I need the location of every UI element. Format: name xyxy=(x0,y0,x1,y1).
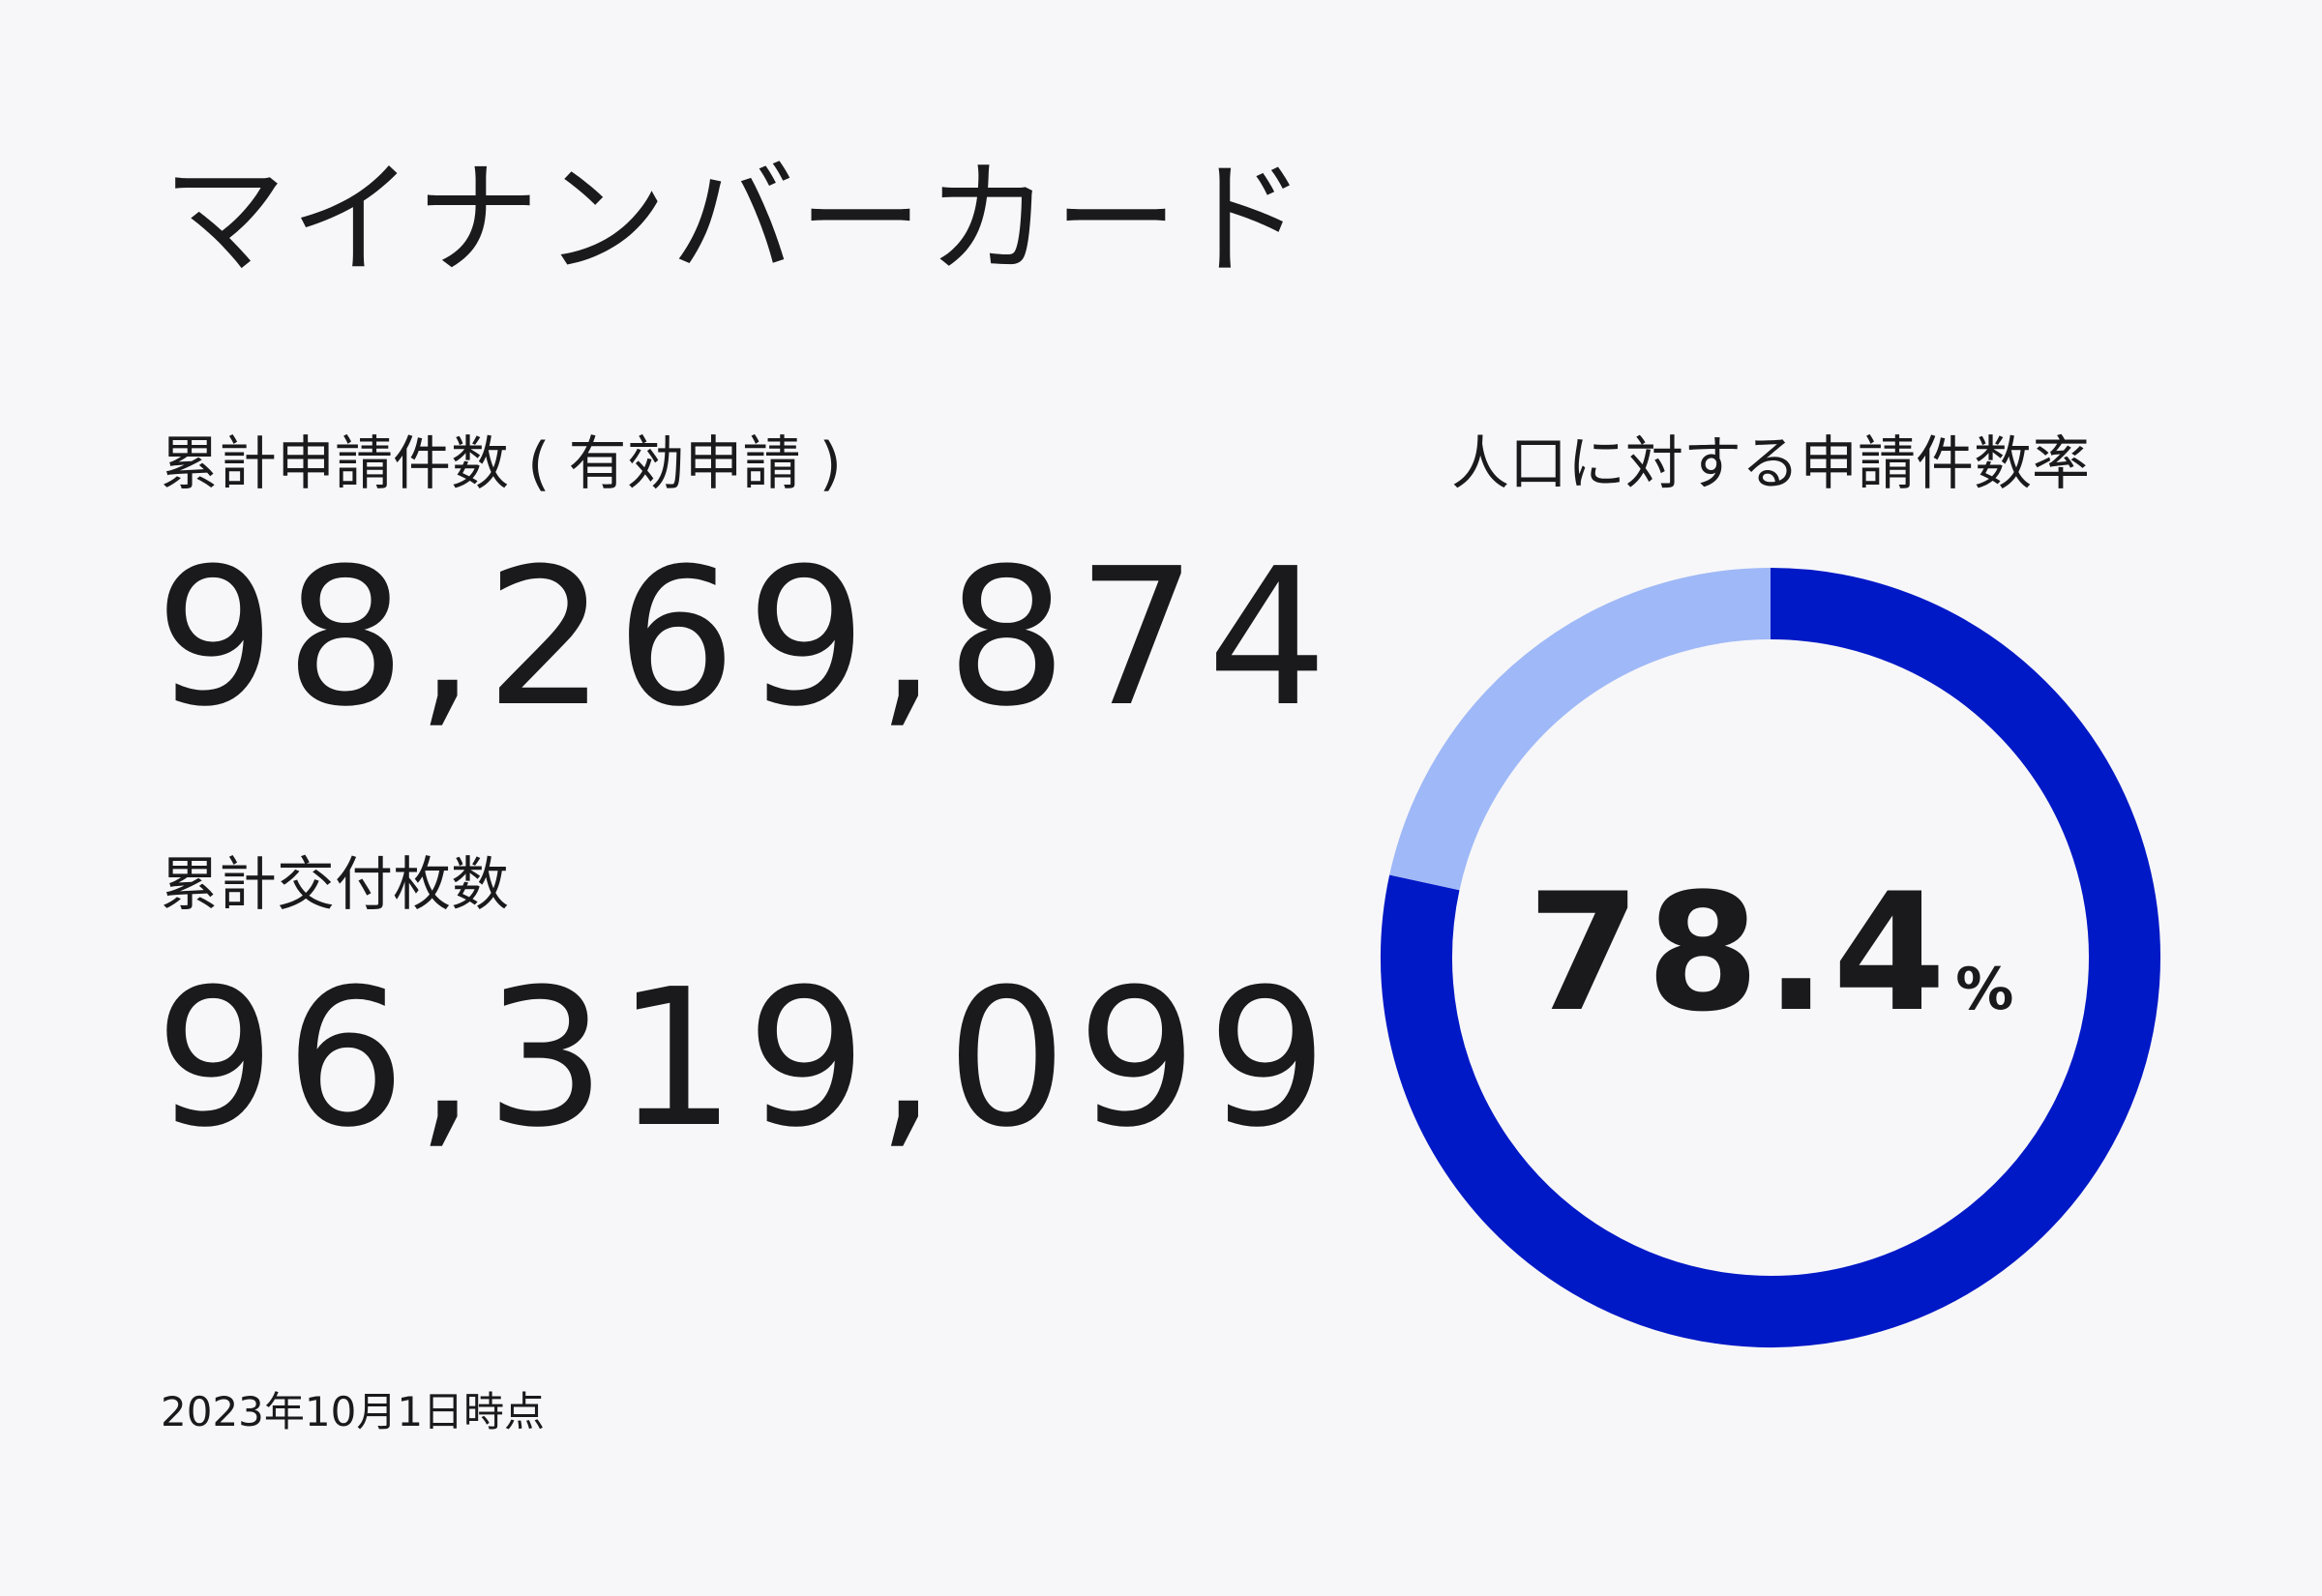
page-title: マイナンバーカード xyxy=(163,148,1310,292)
issued-value: 96,319,099 xyxy=(155,949,1338,1169)
rate-unit: % xyxy=(1955,956,2014,1023)
donut-slice-applied xyxy=(1381,568,2160,1347)
applications-label: 累計申請件数 ( 有効申請 ) xyxy=(161,430,843,498)
issued-label: 累計交付枚数 xyxy=(161,851,509,919)
rate-number: 78.4 xyxy=(1527,858,1952,1048)
donut-chart xyxy=(1381,568,2160,1347)
donut-chart-title: 人口に対する申請件数率 xyxy=(1451,430,2090,498)
applications-value: 98,269,874 xyxy=(155,528,1338,749)
as-of-date: 2023年10月1日時点 xyxy=(161,1388,546,1435)
donut-slice-remaining xyxy=(1389,568,1771,891)
donut-center-value: 78.4% xyxy=(1354,866,2187,1040)
